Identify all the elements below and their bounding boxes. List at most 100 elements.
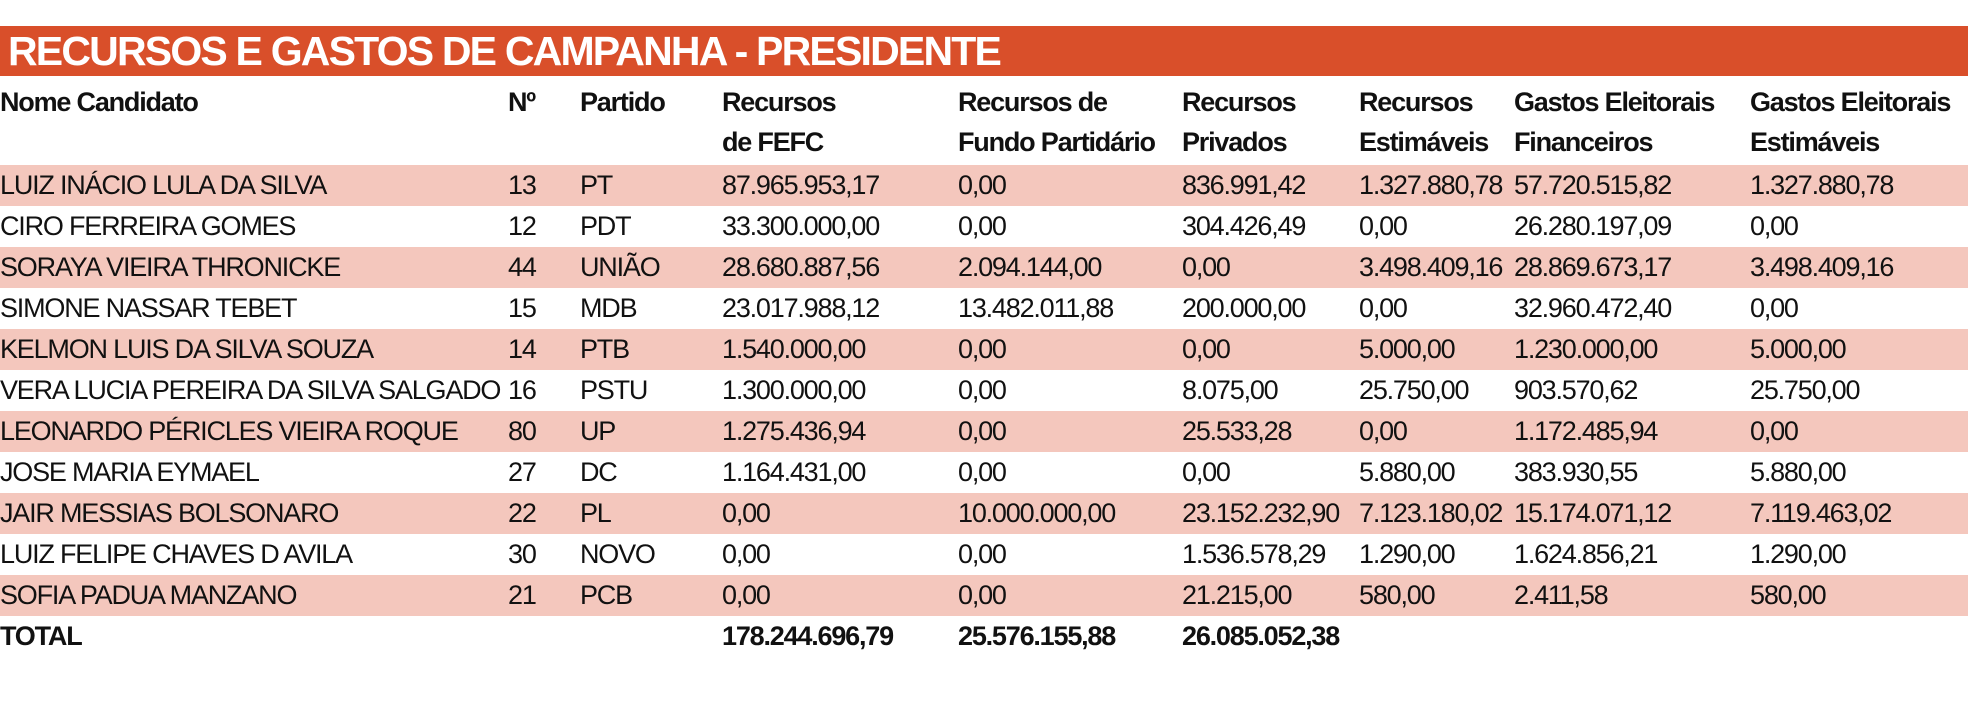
- cell-partido: PL: [580, 498, 612, 528]
- cell-numero: 15: [508, 293, 537, 323]
- cell-estimaveis: 5.880,00: [1359, 457, 1456, 487]
- cell-numero: 13: [508, 170, 537, 200]
- table-row: SIMONE NASSAR TEBET 15 MDB 23.017.988,12 13.…: [0, 288, 1968, 329]
- cell-gastos-estimaveis: 25.750,00: [1750, 375, 1861, 405]
- cell-estimaveis: 5.000,00: [1359, 334, 1456, 364]
- header-gastos-financeiros: Gastos Eleitorais Financeiros: [1514, 87, 1715, 157]
- table-row: LUIZ FELIPE CHAVES D AVILA 30 NOVO 0,00 0,00…: [0, 534, 1968, 575]
- table-row: JAIR MESSIAS BOLSONARO 22 PL 0,00 10.000.000…: [0, 493, 1968, 534]
- cell-estimaveis: 3.498.409,16: [1359, 252, 1503, 282]
- cell-gastos-financeiros: 1.624.856,21: [1514, 539, 1658, 569]
- cell-fefc: 87.965.953,17: [722, 170, 880, 200]
- cell-nome: CIRO FERREIRA GOMES: [0, 211, 296, 241]
- header-numero: Nº: [508, 87, 536, 117]
- table-row: LEONARDO PÉRICLES VIEIRA ROQUE 80 UP 1.275.…: [0, 411, 1968, 452]
- cell-nome: SIMONE NASSAR TEBET: [0, 293, 297, 323]
- cell-fundo-partidario: 0,00: [958, 334, 1007, 364]
- cell-partido: PT: [580, 170, 613, 200]
- cell-gastos-financeiros: 32.960.472,40: [1514, 293, 1672, 323]
- cell-fundo-partidario: 0,00: [958, 539, 1007, 569]
- total-row: TOTAL 178.244.696,79 25.576.155,88 26.085.0…: [0, 616, 1968, 657]
- cell-fefc: 0,00: [722, 539, 771, 569]
- cell-gastos-estimaveis: 1.327.880,78: [1750, 170, 1894, 200]
- cell-privados: 8.075,00: [1182, 375, 1279, 405]
- table-row: VERA LUCIA PEREIRA DA SILVA SALGADO 16 PST…: [0, 370, 1968, 411]
- cell-nome: JOSE MARIA EYMAEL: [0, 457, 260, 487]
- cell-numero: 12: [508, 211, 537, 241]
- cell-fefc: 0,00: [722, 580, 771, 610]
- table-header: Nome Candidato Nº Partido Recursos de FEF…: [0, 82, 1968, 162]
- cell-fefc: 0,00: [722, 498, 771, 528]
- cell-fundo-partidario: 0,00: [958, 375, 1007, 405]
- table-row: CIRO FERREIRA GOMES 12 PDT 33.300.000,00 0,0…: [0, 206, 1968, 247]
- cell-nome: SORAYA VIEIRA THRONICKE: [0, 252, 341, 282]
- cell-privados: 0,00: [1182, 252, 1231, 282]
- cell-nome: TOTAL: [0, 621, 83, 651]
- cell-partido: UP: [580, 416, 616, 446]
- cell-numero: 21: [508, 580, 537, 610]
- cell-gastos-financeiros: 1.230.000,00: [1514, 334, 1658, 364]
- cell-numero: 80: [508, 416, 537, 446]
- cell-fundo-partidario: 0,00: [958, 457, 1007, 487]
- title-banner: RECURSOS E GASTOS DE CAMPANHA - PRESIDEN…: [0, 26, 1968, 76]
- cell-numero: 22: [508, 498, 537, 528]
- cell-privados: 26.085.052,38: [1182, 621, 1340, 651]
- cell-estimaveis: 0,00: [1359, 416, 1408, 446]
- cell-privados: 21.215,00: [1182, 580, 1293, 610]
- table-row: SOFIA PADUA MANZANO 21 PCB 0,00 0,00 21.215,0…: [0, 575, 1968, 616]
- cell-partido: UNIÃO: [580, 252, 661, 282]
- cell-estimaveis: 0,00: [1359, 293, 1408, 323]
- table-row: SORAYA VIEIRA THRONICKE 44 UNIÃO 28.680.887…: [0, 247, 1968, 288]
- cell-gastos-estimaveis: 5.000,00: [1750, 334, 1847, 364]
- header-gastos-estimaveis: Gastos Eleitorais Estimáveis: [1750, 87, 1951, 157]
- cell-gastos-estimaveis: 1.290,00: [1750, 539, 1847, 569]
- cell-numero: 14: [508, 334, 537, 364]
- cell-estimaveis: 0,00: [1359, 211, 1408, 241]
- cell-fundo-partidario: 0,00: [958, 416, 1007, 446]
- cell-privados: 1.536.578,29: [1182, 539, 1326, 569]
- cell-privados: 836.991,42: [1182, 170, 1306, 200]
- cell-gastos-estimaveis: 7.119.463,02: [1750, 498, 1892, 528]
- cell-partido: MDB: [580, 293, 638, 323]
- cell-fefc: 1.540.000,00: [722, 334, 866, 364]
- cell-fefc: 28.680.887,56: [722, 252, 880, 282]
- cell-gastos-financeiros: 903.570,62: [1514, 375, 1638, 405]
- cell-numero: 16: [508, 375, 537, 405]
- cell-fefc: 33.300.000,00: [722, 211, 880, 241]
- cell-nome: LUIZ FELIPE CHAVES D AVILA: [0, 539, 353, 569]
- cell-gastos-financeiros: 383.930,55: [1514, 457, 1638, 487]
- cell-gastos-financeiros: 57.720.515,82: [1514, 170, 1672, 200]
- cell-gastos-estimaveis: 0,00: [1750, 416, 1799, 446]
- cell-nome: LUIZ INÁCIO LULA DA SILVA: [0, 170, 327, 200]
- cell-fefc: 178.244.696,79: [722, 621, 894, 651]
- page-title: RECURSOS E GASTOS DE CAMPANHA - PRESIDEN…: [8, 28, 1002, 74]
- header-recursos-estimaveis: Recursos Estimáveis: [1359, 87, 1489, 157]
- header-recursos-fundo-partidario: Recursos de Fundo Partidário: [958, 87, 1156, 157]
- cell-numero: 30: [508, 539, 537, 569]
- cell-gastos-financeiros: 28.869.673,17: [1514, 252, 1672, 282]
- cell-nome: KELMON LUIS DA SILVA SOUZA: [0, 334, 374, 364]
- table-row: JOSE MARIA EYMAEL 27 DC 1.164.431,00 0,00 0,0…: [0, 452, 1968, 493]
- cell-partido: PCB: [580, 580, 633, 610]
- cell-privados: 304.426,49: [1182, 211, 1306, 241]
- cell-fefc: 1.275.436,94: [722, 416, 866, 446]
- cell-partido: PSTU: [580, 375, 648, 405]
- cell-fefc: 1.164.431,00: [722, 457, 866, 487]
- cell-nome: SOFIA PADUA MANZANO: [0, 580, 297, 610]
- cell-privados: 0,00: [1182, 334, 1231, 364]
- cell-privados: 200.000,00: [1182, 293, 1306, 323]
- cell-fundo-partidario: 0,00: [958, 211, 1007, 241]
- cell-privados: 0,00: [1182, 457, 1231, 487]
- cell-nome: VERA LUCIA PEREIRA DA SILVA SALGADO: [0, 375, 501, 405]
- cell-gastos-financeiros: 1.172.485,94: [1514, 416, 1658, 446]
- cell-partido: NOVO: [580, 539, 656, 569]
- cell-estimaveis: 1.327.880,78: [1359, 170, 1503, 200]
- header-nome-candidato: Nome Candidato: [0, 87, 199, 117]
- cell-fundo-partidario: 2.094.144,00: [958, 252, 1102, 282]
- cell-partido: PTB: [580, 334, 630, 364]
- cell-fundo-partidario: 25.576.155,88: [958, 621, 1116, 651]
- cell-partido: DC: [580, 457, 618, 487]
- cell-gastos-estimaveis: 580,00: [1750, 580, 1827, 610]
- cell-numero: 27: [508, 457, 537, 487]
- cell-fefc: 23.017.988,12: [722, 293, 880, 323]
